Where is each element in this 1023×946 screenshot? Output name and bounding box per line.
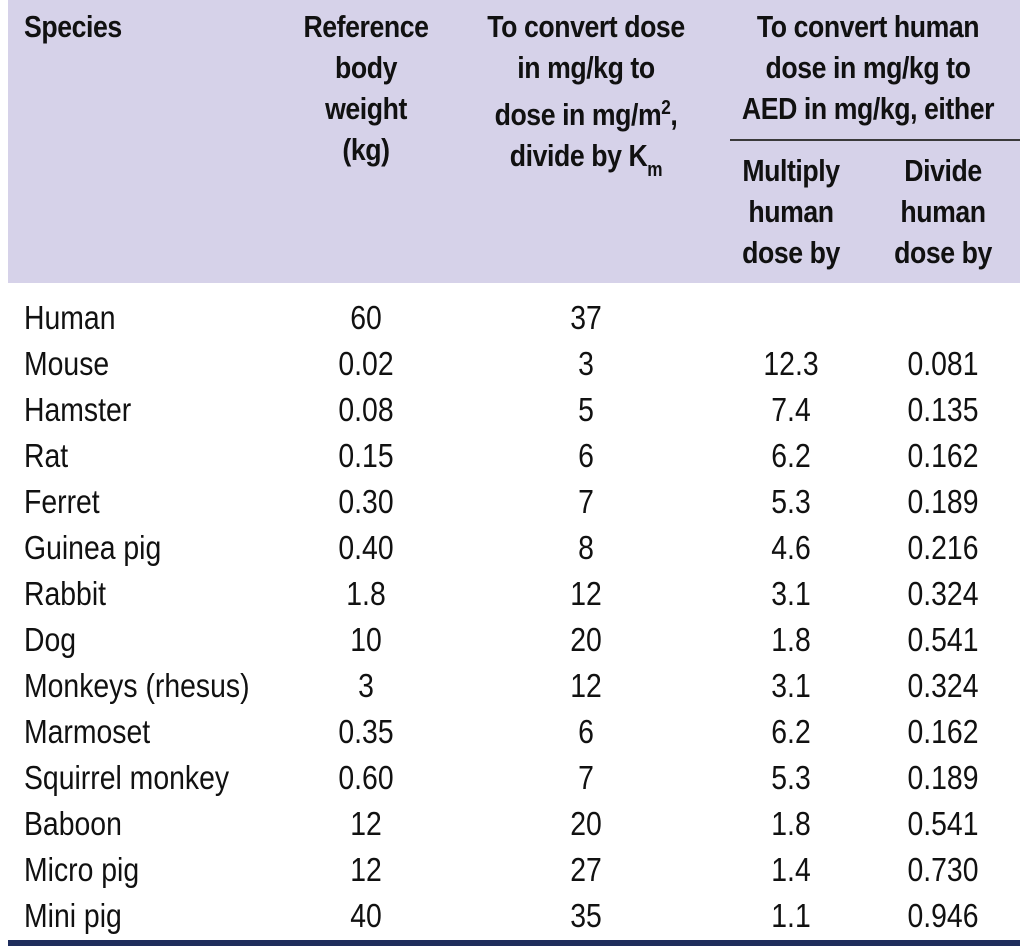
table-row: Mouse 0.02 3 12.3 0.081 xyxy=(8,341,1020,387)
table-header: Species Reference body weight (kg) To co… xyxy=(8,0,1020,283)
weight-cell: 1.8 xyxy=(346,575,386,612)
species-cell: Mouse xyxy=(24,345,110,382)
weight-cell: 0.02 xyxy=(338,345,394,382)
divide-cell: 0.730 xyxy=(907,851,979,888)
km-cell: 35 xyxy=(570,897,602,934)
weight-cell: 0.35 xyxy=(338,713,394,750)
header-divide-human-dose: Divide human dose by xyxy=(894,153,992,270)
species-cell: Squirrel monkey xyxy=(24,759,230,796)
weight-cell: 0.15 xyxy=(338,437,394,474)
divide-cell: 0.135 xyxy=(907,391,979,428)
table-row: Marmoset 0.35 6 6.2 0.162 xyxy=(8,709,1020,755)
table-body: Human 60 37 Mouse 0.02 3 12.3 0.081 Hams… xyxy=(8,295,1020,939)
divide-cell: 0.324 xyxy=(907,667,979,704)
multiply-cell: 1.4 xyxy=(771,851,811,888)
table-row: Micro pig 12 27 1.4 0.730 xyxy=(8,847,1020,893)
table-row: Hamster 0.08 5 7.4 0.135 xyxy=(8,387,1020,433)
weight-cell: 60 xyxy=(350,299,382,336)
species-cell: Mini pig xyxy=(24,897,122,934)
divide-cell: 0.324 xyxy=(907,575,979,612)
species-cell: Rat xyxy=(24,437,69,474)
header-convert-to-mgm2: To convert dose in mg/kg to dose in mg/m… xyxy=(474,6,698,191)
multiply-cell: 5.3 xyxy=(771,759,811,796)
header-species: Species xyxy=(24,9,122,44)
multiply-cell: 1.8 xyxy=(771,621,811,658)
divide-cell: 0.081 xyxy=(907,345,979,382)
multiply-cell: 3.1 xyxy=(771,667,811,704)
multiply-cell: 1.1 xyxy=(771,897,811,934)
species-cell: Micro pig xyxy=(24,851,140,888)
species-cell: Baboon xyxy=(24,805,122,842)
divide-cell: 0.541 xyxy=(907,805,979,842)
header-divide-by-km: divide by K xyxy=(509,138,648,173)
divide-cell: 0.946 xyxy=(907,897,979,934)
km-cell: 7 xyxy=(578,759,594,796)
weight-cell: 0.08 xyxy=(338,391,394,428)
divide-cell: 0.541 xyxy=(907,621,979,658)
km-cell: 27 xyxy=(570,851,602,888)
species-cell: Ferret xyxy=(24,483,100,520)
km-cell: 7 xyxy=(578,483,594,520)
species-cell: Dog xyxy=(24,621,77,658)
multiply-cell: 6.2 xyxy=(771,713,811,750)
table-row: Monkeys (rhesus) 3 12 3.1 0.324 xyxy=(8,663,1020,709)
header-reference-body-weight: Reference body weight (kg) xyxy=(303,9,429,167)
table-row: Human 60 37 xyxy=(8,295,1020,341)
multiply-cell: 7.4 xyxy=(771,391,811,428)
km-cell: 12 xyxy=(570,667,602,704)
weight-cell: 3 xyxy=(358,667,374,704)
table-row: Baboon 12 20 1.8 0.541 xyxy=(8,801,1020,847)
header-superscript-2: 2 xyxy=(661,97,671,119)
km-cell: 37 xyxy=(570,299,602,336)
table-bottom-rule xyxy=(8,940,1020,946)
km-cell: 6 xyxy=(578,713,594,750)
weight-cell: 12 xyxy=(350,805,382,842)
weight-cell: 0.40 xyxy=(338,529,394,566)
weight-cell: 40 xyxy=(350,897,382,934)
header-convert-to-aed: To convert human dose in mg/kg to AED in… xyxy=(741,9,995,126)
multiply-cell: 1.8 xyxy=(771,805,811,842)
km-cell: 20 xyxy=(570,621,602,658)
header-group-divider xyxy=(730,139,1020,141)
divide-cell: 0.216 xyxy=(907,529,979,566)
species-cell: Monkeys (rhesus) xyxy=(24,667,250,704)
table-row: Squirrel monkey 0.60 7 5.3 0.189 xyxy=(8,755,1020,801)
km-cell: 12 xyxy=(570,575,602,612)
multiply-cell: 6.2 xyxy=(771,437,811,474)
multiply-cell: 3.1 xyxy=(771,575,811,612)
multiply-cell: 12.3 xyxy=(763,345,819,382)
weight-cell: 0.30 xyxy=(338,483,394,520)
species-cell: Hamster xyxy=(24,391,132,428)
species-cell: Marmoset xyxy=(24,713,151,750)
km-cell: 20 xyxy=(570,805,602,842)
km-cell: 8 xyxy=(578,529,594,566)
table-row: Rabbit 1.8 12 3.1 0.324 xyxy=(8,571,1020,617)
header-convert-to-mgm2-text: To convert dose in mg/kg to dose in mg/m xyxy=(487,9,685,132)
header-subscript-m: m xyxy=(647,159,663,181)
km-cell: 6 xyxy=(578,437,594,474)
table-row: Dog 10 20 1.8 0.541 xyxy=(8,617,1020,663)
table-row: Guinea pig 0.40 8 4.6 0.216 xyxy=(8,525,1020,571)
header-comma: , xyxy=(670,97,678,132)
table-row: Rat 0.15 6 6.2 0.162 xyxy=(8,433,1020,479)
multiply-cell: 4.6 xyxy=(771,529,811,566)
species-cell: Rabbit xyxy=(24,575,107,612)
divide-cell: 0.162 xyxy=(907,437,979,474)
divide-cell: 0.189 xyxy=(907,759,979,796)
species-cell: Human xyxy=(24,299,116,336)
divide-cell: 0.189 xyxy=(907,483,979,520)
km-cell: 5 xyxy=(578,391,594,428)
multiply-cell: 5.3 xyxy=(771,483,811,520)
km-cell: 3 xyxy=(578,345,594,382)
species-cell: Guinea pig xyxy=(24,529,162,566)
dose-conversion-table: Species Reference body weight (kg) To co… xyxy=(8,0,1020,946)
weight-cell: 12 xyxy=(350,851,382,888)
header-multiply-human-dose: Multiply human dose by xyxy=(742,153,840,270)
table-row: Mini pig 40 35 1.1 0.946 xyxy=(8,893,1020,939)
table-row: Ferret 0.30 7 5.3 0.189 xyxy=(8,479,1020,525)
weight-cell: 10 xyxy=(350,621,382,658)
weight-cell: 0.60 xyxy=(338,759,394,796)
divide-cell: 0.162 xyxy=(907,713,979,750)
